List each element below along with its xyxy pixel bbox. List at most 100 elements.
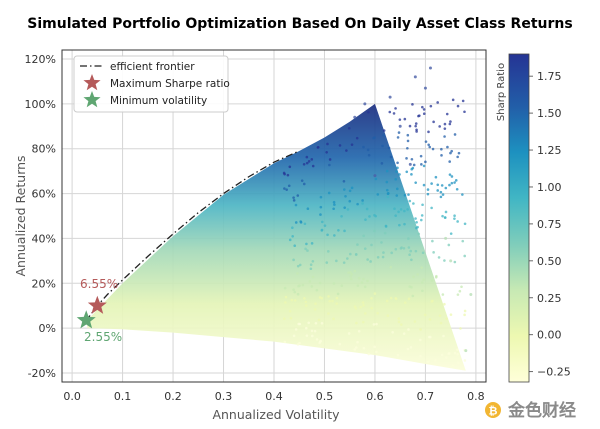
scatter-point <box>292 334 296 338</box>
scatter-point <box>443 302 446 306</box>
scatter-point <box>394 247 398 251</box>
x-tick-label: 0.0 <box>63 390 81 403</box>
scatter-point <box>418 338 422 342</box>
scatter-point <box>374 214 377 218</box>
scatter-point <box>403 193 407 197</box>
scatter-point <box>420 163 423 166</box>
colorbar-tick-label: 0.75 <box>537 218 562 231</box>
colorbar-tick-label: 1.00 <box>537 181 562 194</box>
legend-box <box>73 55 229 113</box>
scatter-point <box>442 334 445 338</box>
scatter-point <box>403 222 406 226</box>
scatter-point <box>296 194 300 197</box>
scatter-point <box>407 297 411 301</box>
scatter-point <box>441 214 444 218</box>
y-tick-label: -20% <box>28 367 56 380</box>
scatter-point <box>310 334 314 338</box>
scatter-point <box>363 312 367 315</box>
scatter-point <box>388 95 392 99</box>
scatter-point <box>354 253 358 256</box>
scatter-point <box>438 125 441 128</box>
scatter-point <box>432 120 435 124</box>
scatter-point <box>412 275 415 279</box>
scatter-point <box>395 194 399 197</box>
scatter-point <box>436 101 439 104</box>
scatter-point <box>423 86 427 90</box>
scatter-point <box>431 239 434 243</box>
scatter-point <box>349 271 352 274</box>
scatter-point <box>318 281 322 285</box>
scatter-point <box>385 169 389 173</box>
scatter-point <box>440 154 443 157</box>
scatter-point <box>461 239 465 243</box>
scatter-point <box>327 191 331 195</box>
scatter-point <box>350 186 354 190</box>
colorbar-label: Sharp Ratio <box>496 63 507 121</box>
scatter-point <box>453 133 457 136</box>
scatter-point <box>302 182 306 186</box>
scatter-point <box>296 292 300 296</box>
scatter-point <box>350 143 354 146</box>
scatter-point <box>413 320 417 323</box>
scatter-point <box>389 265 393 269</box>
scatter-point <box>326 233 329 237</box>
scatter-point <box>410 173 413 176</box>
min-vol-annotation: 2.55% <box>84 330 122 344</box>
x-tick-label: 0.1 <box>114 390 132 403</box>
scatter-point <box>444 210 448 214</box>
scatter-point <box>398 223 401 227</box>
scatter-point <box>428 66 432 70</box>
scatter-point <box>353 115 357 119</box>
scatter-point <box>461 99 465 103</box>
scatter-point <box>283 317 286 320</box>
scatter-point <box>292 288 295 291</box>
scatter-point <box>335 259 338 263</box>
scatter-point <box>283 340 287 344</box>
colorbar-tick-label: 0.00 <box>537 329 562 342</box>
scatter-point <box>428 145 432 149</box>
scatter-point <box>436 183 440 187</box>
scatter-point <box>456 348 459 352</box>
scatter-point <box>311 259 315 263</box>
scatter-point <box>320 229 324 232</box>
scatter-point <box>448 160 451 163</box>
scatter-point <box>426 192 430 196</box>
scatter-point <box>403 209 406 213</box>
scatter-point <box>297 284 300 288</box>
scatter-point <box>326 250 330 253</box>
scatter-point <box>326 142 329 146</box>
scatter-point <box>408 253 411 257</box>
scatter-point <box>449 232 453 235</box>
scatter-point <box>407 246 411 249</box>
scatter-point <box>463 359 467 362</box>
scatter-point <box>410 258 413 262</box>
bitcoin-symbol: ₿ <box>489 405 498 418</box>
scatter-point <box>362 346 366 350</box>
scatter-point <box>316 146 320 149</box>
scatter-point <box>430 300 434 303</box>
scatter-point <box>360 281 364 284</box>
scatter-point <box>355 321 358 325</box>
scatter-point <box>300 179 304 182</box>
scatter-point <box>335 302 338 305</box>
scatter-point <box>308 280 312 283</box>
scatter-point <box>328 158 332 161</box>
scatter-point <box>382 129 386 132</box>
scatter-point <box>406 146 409 150</box>
scatter-point <box>410 157 414 161</box>
scatter-point <box>284 301 287 304</box>
scatter-point <box>348 189 352 193</box>
colorbar-tick-label: 0.25 <box>537 292 562 305</box>
scatter-point <box>416 225 419 229</box>
scatter-point <box>443 135 446 138</box>
legend: efficient frontier Maximum Sharpe ratio … <box>73 55 230 113</box>
scatter-point <box>420 214 424 217</box>
scatter-point <box>408 124 412 128</box>
scatter-point <box>361 199 364 202</box>
scatter-point <box>347 271 350 274</box>
scatter-point <box>421 203 424 207</box>
scatter-point <box>407 237 410 240</box>
scatter-point <box>439 195 443 199</box>
legend-min-vol-star-icon <box>83 91 101 108</box>
